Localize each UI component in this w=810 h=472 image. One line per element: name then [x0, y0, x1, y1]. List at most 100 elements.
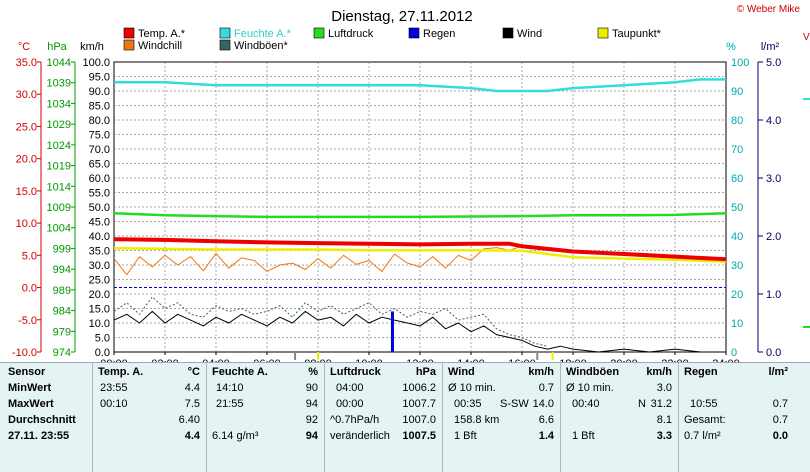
edge-mark-green: [803, 326, 810, 328]
temp-min-value: 4.4: [184, 382, 200, 394]
wind-avg10-value: 0.7: [538, 382, 554, 394]
wind-tick-label: 5.0: [95, 333, 110, 345]
gust-avg10-label: Ø 10 min.: [566, 382, 614, 394]
humidity-header: Feuchte A.: [212, 366, 268, 378]
dewpoint-line: [113, 246, 727, 264]
pressure-tick-label: 1039: [47, 78, 71, 90]
x-tick-label: 14:00: [457, 358, 485, 362]
x-tick-label: 12:00: [406, 358, 434, 362]
legend-entry: Windböen*: [234, 40, 289, 52]
legend-entry: Feuchte A.*: [234, 28, 292, 40]
wind-max-time: 00:35: [454, 398, 482, 410]
temp-column: Temp. A. °C 23:55 4.4 00:10 7.5 6.40 4.4: [92, 363, 206, 472]
statistics-table: Sensor MinWert MaxWert Durchschnitt 27.1…: [0, 362, 810, 472]
sensor-row-avg: Durchschnitt: [8, 414, 76, 426]
humidity-tick-label: 70: [731, 144, 743, 156]
wind-unit: km/h: [528, 366, 554, 378]
series-layer: [113, 78, 727, 353]
pressure-min-value: 1006.2: [402, 382, 436, 394]
wind-tick-label: 80.0: [89, 115, 110, 127]
wind-tick-label: 55.0: [89, 188, 110, 200]
humidity-tick-label: 100: [731, 57, 749, 69]
rain-tick-label: 1.0: [766, 289, 781, 301]
sensor-header: Sensor: [8, 366, 46, 378]
gust-max-time: 00:40: [572, 398, 600, 410]
rain-sum-value: 0.7 l/m²: [684, 430, 721, 442]
pressure-tick-label: 1019: [47, 161, 71, 173]
legend-entry: Windchill: [138, 40, 182, 52]
x-tick-label: 10:00: [355, 358, 383, 362]
wind-gust-line: [113, 296, 548, 347]
weather-chart: Dienstag, 27.11.2012 © Weber Mike Temp. …: [12, 4, 810, 362]
rain-total-label: Gesamt:: [684, 414, 726, 426]
sensor-row-current: 27.11. 23:55: [8, 430, 70, 442]
pressure-column: Luftdruck hPa 04:00 1006.2 00:00 1007.7 …: [324, 363, 442, 472]
pressure-min-time: 04:00: [336, 382, 364, 394]
pressure-tick-label: 1029: [47, 119, 71, 131]
grid-lines: [114, 62, 726, 352]
legend-swatch: [123, 39, 135, 51]
divider: [206, 363, 207, 472]
pressure-tick-label: 989: [53, 285, 71, 297]
edge-glyph-top: V: [803, 32, 810, 43]
gust-header: Windböen: [566, 366, 620, 378]
axis-headers: °C hPa km/h% l/m²: [18, 41, 780, 53]
temp-tick-label: 30.0: [16, 89, 37, 101]
legend-entry: Temp. A.*: [138, 28, 186, 40]
temp-avg-value: 6.40: [178, 414, 200, 426]
humidity-min-value: 90: [305, 382, 318, 394]
pressure-tick-label: 1014: [47, 181, 71, 193]
divider: [92, 363, 93, 472]
pressure-tick-label: 1044: [47, 57, 71, 69]
wind-tick-label: 50.0: [89, 202, 110, 214]
temp-axis-label: °C: [18, 41, 30, 53]
temp-tick-label: -10.0: [12, 347, 37, 359]
pressure-line: [113, 211, 727, 219]
temp-tick-label: 15.0: [16, 186, 37, 198]
wind-tick-label: 65.0: [89, 159, 110, 171]
temp-min-time: 23:55: [100, 382, 128, 394]
windchill-line: [113, 245, 523, 276]
gust-unit: km/h: [646, 366, 672, 378]
legend-swatch: [313, 27, 325, 39]
x-tick-label: 16:00: [508, 358, 536, 362]
divider: [324, 363, 325, 472]
rain-tick-label: 3.0: [766, 173, 781, 185]
pressure-tick-label: 984: [53, 306, 71, 318]
legend-entry: Regen: [423, 28, 455, 40]
wind-tick-label: 85.0: [89, 101, 110, 113]
x-tick-label: 04:00: [202, 358, 230, 362]
tick-labels: 35.0 30.0 25.0 20.0 15.0 10.0 5.0 0.0 -5.0 -10.0 1…: [12, 57, 781, 362]
x-tick-label: 06:00: [253, 358, 281, 362]
temp-tick-label: 35.0: [16, 57, 37, 69]
humidity-max-value: 94: [305, 398, 318, 410]
right-edge-marks: V: [803, 32, 810, 328]
wind-max-value: 14.0: [532, 398, 554, 410]
divider: [678, 363, 679, 472]
pressure-avg-value: 1007.0: [402, 414, 436, 426]
rain-unit: l/m²: [768, 366, 788, 378]
pressure-max-time: 00:00: [336, 398, 364, 410]
time-markers: 08:3608:0016:3601: [294, 352, 554, 360]
rain-tick-label: 0.0: [766, 347, 781, 359]
pressure-axis-label: hPa: [47, 41, 67, 53]
humidity-tick-label: 80: [731, 115, 743, 127]
rain-tick-label: 5.0: [766, 57, 781, 69]
humidity-column: Feuchte A. % 14:10 90 21:55 94 92 6.14 g…: [206, 363, 324, 472]
pressure-tick-label: 974: [53, 347, 71, 359]
wind-current-value: 1.4: [538, 430, 554, 442]
humidity-min-time: 14:10: [216, 382, 244, 394]
humidity-tick-label: 40: [731, 231, 743, 243]
legend-swatch: [219, 27, 231, 39]
temp-tick-label: 5.0: [22, 250, 37, 262]
humidity-abs-value: 6.14 g/m³: [212, 430, 259, 442]
wind-tick-label: 90.0: [89, 86, 110, 98]
x-tick-label: 20:00: [610, 358, 638, 362]
legend-swatch: [123, 27, 135, 39]
humidity-tick-label: 10: [731, 318, 743, 330]
rain-axis-label: l/m²: [761, 41, 780, 53]
rain-column: Regen l/m² 10:55 0.7 Gesamt: 0.7 0.7 l/m…: [678, 363, 794, 472]
humidity-axis-label: %: [726, 41, 736, 53]
wind-header: Wind: [448, 366, 475, 378]
legend-entry: Luftdruck: [328, 28, 374, 40]
